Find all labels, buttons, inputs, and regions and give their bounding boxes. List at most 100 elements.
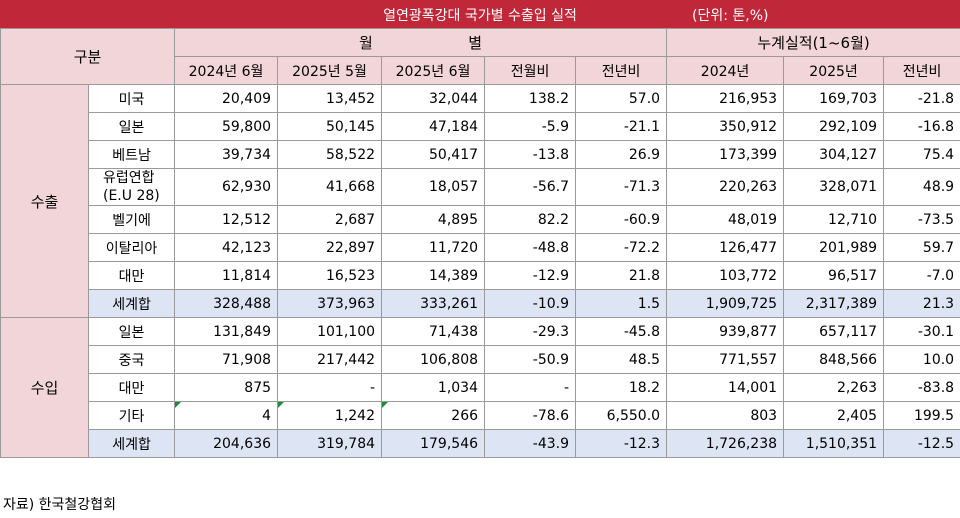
value-cell: 50,145 — [277, 112, 383, 141]
header-monthly: 월 별 — [174, 28, 668, 57]
value-cell: 16,523 — [277, 261, 383, 290]
value-cell: 126,477 — [666, 233, 785, 262]
value-cell: 292,109 — [783, 112, 885, 141]
value-cell: -50.9 — [484, 345, 577, 374]
value-cell: 62,930 — [174, 168, 279, 206]
country-cell: 대만 — [87, 261, 176, 290]
value-cell: -73.5 — [883, 205, 960, 234]
value-cell: 59,800 — [174, 112, 279, 141]
value-cell: -21.8 — [883, 84, 960, 113]
value-cell: 803 — [666, 401, 785, 430]
value-cell: 173,399 — [666, 140, 785, 169]
value-cell: 6,550.0 — [575, 401, 668, 430]
total-cell: 2,317,389 — [783, 289, 885, 318]
column-header: 전년비 — [575, 56, 668, 85]
country-cell: 중국 — [87, 345, 176, 374]
value-cell: 57.0 — [575, 84, 668, 113]
value-cell: 47,184 — [381, 112, 486, 141]
value-cell: 48.5 — [575, 345, 668, 374]
table-row: 벨기에 12,512 2,687 4,895 82.2 -60.9 48,019… — [1, 205, 960, 234]
trade-table: 구분 월 별 누계실적(1~6월) 2024년 6월 2025년 5월 2025… — [0, 28, 960, 458]
total-cell: 1,726,238 — [666, 429, 785, 458]
value-cell: 1,242 — [277, 401, 383, 430]
header-row-1: 구분 월 별 누계실적(1~6월) — [0, 28, 960, 85]
value-cell: 59.7 — [883, 233, 960, 262]
total-cell: 1,510,351 — [783, 429, 885, 458]
value-cell: 71,908 — [174, 345, 279, 374]
country-cell: 벨기에 — [87, 205, 176, 234]
value-cell: 18,057 — [381, 168, 486, 206]
value-cell: 217,442 — [277, 345, 383, 374]
column-header: 2024년 6월 — [174, 56, 279, 85]
column-header: 2025년 6월 — [381, 56, 486, 85]
table-row: 수입 일본 131,849 101,100 71,438 -29.3 -45.8… — [0, 317, 960, 458]
value-cell: 21.8 — [575, 261, 668, 290]
header-category: 구분 — [0, 28, 176, 85]
table-row: 대만 11,814 16,523 14,389 -12.9 21.8 103,7… — [1, 261, 960, 290]
value-cell: 220,263 — [666, 168, 785, 206]
table-row: 중국 71,908 217,442 106,808 -50.9 48.5 771… — [1, 345, 960, 374]
source-note: 자료) 한국철강협회 — [3, 497, 116, 513]
country-name: 유럽연합 — [103, 170, 155, 186]
value-cell: 199.5 — [883, 401, 960, 430]
value-cell: 13,452 — [277, 84, 383, 113]
value-cell: 4,895 — [381, 205, 486, 234]
value-cell: 18.2 — [575, 373, 668, 402]
table-row: 베트남 39,734 58,522 50,417 -13.8 26.9 173,… — [1, 140, 960, 169]
section-export: 수출 — [0, 84, 89, 318]
country-cell: 일본 — [87, 112, 176, 141]
country-cell: 미국 — [87, 84, 176, 113]
value-cell: -12.9 — [484, 261, 577, 290]
column-header: 2025년 5월 — [277, 56, 383, 85]
total-cell: 1,909,725 — [666, 289, 785, 318]
column-header: 전년비 — [883, 56, 960, 85]
value-cell: - — [484, 373, 577, 402]
value-cell: -13.8 — [484, 140, 577, 169]
total-label: 세계합 — [87, 289, 176, 318]
unit-label: (단위: 톤,%) — [692, 8, 769, 24]
value-cell: 201,989 — [783, 233, 885, 262]
total-cell: -12.5 — [883, 429, 960, 458]
country-cell: 유럽연합 (E.U 28) — [87, 168, 176, 206]
header-row-2: 2024년 6월 2025년 5월 2025년 6월 전월비 전년비 2024년… — [1, 56, 960, 85]
header-cumulative: 누계실적(1~6월) — [666, 28, 960, 57]
value-cell: -16.8 — [883, 112, 960, 141]
value-cell: -83.8 — [883, 373, 960, 402]
value-cell: 11,814 — [174, 261, 279, 290]
value-cell: 2,687 — [277, 205, 383, 234]
country-cell: 이탈리아 — [87, 233, 176, 262]
table-title: 열연광폭강대 국가별 수출입 실적 — [383, 8, 577, 24]
country-cell: 대만 — [87, 373, 176, 402]
value-cell: 14,389 — [381, 261, 486, 290]
column-header: 2024년 — [666, 56, 785, 85]
value-cell: 216,953 — [666, 84, 785, 113]
value-cell: 12,710 — [783, 205, 885, 234]
country-cell: 베트남 — [87, 140, 176, 169]
value-cell: 131,849 — [174, 317, 279, 346]
value-cell: 48.9 — [883, 168, 960, 206]
value-cell: 771,557 — [666, 345, 785, 374]
value-cell: 103,772 — [666, 261, 785, 290]
value-cell: -72.2 — [575, 233, 668, 262]
country-subname: (E.U 28) — [103, 188, 160, 204]
value-cell: -29.3 — [484, 317, 577, 346]
column-header: 2025년 — [783, 56, 885, 85]
value-cell: 875 — [174, 373, 279, 402]
value-cell: 848,566 — [783, 345, 885, 374]
total-cell: 319,784 — [277, 429, 383, 458]
value-cell: -7.0 — [883, 261, 960, 290]
value-cell: 10.0 — [883, 345, 960, 374]
value-cell: 106,808 — [381, 345, 486, 374]
total-cell: 1.5 — [575, 289, 668, 318]
title-bar: 열연광폭강대 국가별 수출입 실적 (단위: 톤,%) — [0, 0, 960, 28]
value-cell: 32,044 — [381, 84, 486, 113]
value-cell: 11,720 — [381, 233, 486, 262]
table-row: 수출 미국 20,409 13,452 32,044 138.2 57.0 21… — [0, 84, 960, 318]
value-cell: 304,127 — [783, 140, 885, 169]
value-cell: 39,734 — [174, 140, 279, 169]
column-header: 전월비 — [484, 56, 577, 85]
total-cell: -43.9 — [484, 429, 577, 458]
value-cell: -48.8 — [484, 233, 577, 262]
value-cell: 2,263 — [783, 373, 885, 402]
value-cell: -21.1 — [575, 112, 668, 141]
